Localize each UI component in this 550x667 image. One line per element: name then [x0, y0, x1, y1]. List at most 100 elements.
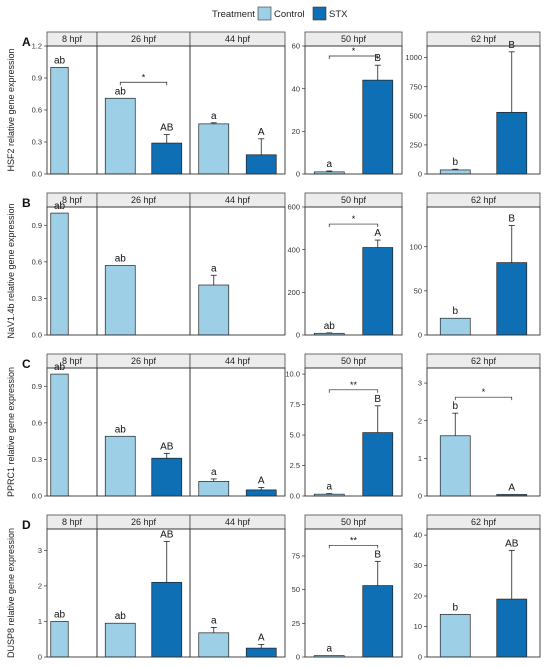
- y-tick-label: 2: [38, 581, 42, 590]
- y-tick-label: 20: [292, 127, 300, 136]
- panel-44-hpf: 44 hpf a A: [189, 514, 286, 658]
- facet-title: 50 hpf: [341, 517, 367, 527]
- significance-letter: a: [211, 111, 217, 122]
- facet-title: 26 hpf: [131, 195, 157, 205]
- bar-control: [198, 481, 230, 497]
- panel-8-hpf: 8 hpf 0.0 0.3 0.6 0.9 1.2 ab: [32, 31, 98, 179]
- significance-stars: *: [482, 387, 486, 397]
- significance-letter: a: [326, 644, 332, 655]
- significance-letter: AB: [160, 123, 174, 134]
- facet-title: 62 hpf: [471, 34, 497, 44]
- significance-letter: B: [508, 214, 515, 225]
- y-tick-label: 2.5: [290, 461, 300, 470]
- significance-letter: AB: [505, 538, 519, 549]
- facet-title: 50 hpf: [341, 195, 367, 205]
- facet-title: 44 hpf: [225, 195, 251, 205]
- row-a: A HSF2 relative gene expression 8 hpf 0.0 0.…: [6, 31, 541, 179]
- y-tick-label: 50: [292, 585, 300, 594]
- y-tick-label: 600: [287, 203, 300, 212]
- significance-letter: AB: [160, 441, 174, 452]
- panel-50-hpf: 50 hpf 0 25 50 75 a B **: [292, 514, 403, 662]
- row-letter: B: [22, 196, 31, 210]
- significance-stars: *: [352, 214, 356, 224]
- panel-frame: [426, 206, 541, 336]
- panel-62-hpf: 62 hpf 0 10 20 30 40 b AB: [414, 514, 541, 662]
- y-tick-label: 0: [296, 653, 300, 662]
- panel-frame: [426, 45, 541, 175]
- bar-stx: [151, 142, 183, 175]
- y-axis-label: NaV1.4b relative gene expression: [6, 203, 16, 338]
- facet-title: 62 hpf: [471, 517, 497, 527]
- legend-swatch-stx: [312, 6, 327, 21]
- bar-control: [198, 123, 230, 175]
- y-tick-label: 0.0: [32, 331, 42, 340]
- y-tick-label: 10.0: [285, 370, 300, 379]
- facet-title: 50 hpf: [341, 356, 367, 366]
- bar-control: [439, 169, 471, 175]
- bar-stx: [362, 432, 394, 497]
- y-tick-label: 3: [418, 379, 422, 388]
- facet-title: 8 hpf: [62, 517, 83, 527]
- y-tick-label: 0: [38, 653, 42, 662]
- significance-letter: A: [258, 633, 265, 644]
- significance-letter: ab: [324, 321, 336, 332]
- y-tick-label: 0.0: [32, 170, 42, 179]
- panel-44-hpf: 44 hpf a: [189, 192, 286, 336]
- bar-control: [50, 621, 69, 658]
- facet-title: 26 hpf: [131, 356, 157, 366]
- panel-44-hpf: 44 hpf a A: [189, 353, 286, 497]
- significance-stars: *: [352, 46, 356, 56]
- legend: Treatment Control STX: [212, 6, 348, 21]
- y-tick-label: 100: [409, 242, 422, 251]
- y-tick-label: 0.6: [32, 106, 42, 115]
- panel-26-hpf: 26 hpf ab AB: [96, 353, 191, 497]
- significance-letter: ab: [115, 611, 127, 622]
- y-tick-label: 1: [38, 617, 42, 626]
- facet-title: 44 hpf: [225, 34, 251, 44]
- y-tick-label: 0: [418, 170, 422, 179]
- row-letter: C: [22, 357, 31, 371]
- facet-title: 8 hpf: [62, 356, 83, 366]
- panel-26-hpf: 26 hpf ab: [96, 192, 191, 336]
- legend-label-stx: STX: [329, 9, 348, 20]
- y-tick-label: 0: [418, 331, 422, 340]
- significance-letter: a: [326, 482, 332, 493]
- facet-title: 44 hpf: [225, 517, 251, 527]
- facet-title: 62 hpf: [471, 356, 497, 366]
- panel-8-hpf: 8 hpf 0 1 2 3 ab: [38, 514, 98, 662]
- y-tick-label: 0.3: [32, 138, 42, 147]
- panel-50-hpf: 50 hpf 0.0 2.5 5.0 7.5 10.0 a B **: [285, 353, 403, 501]
- y-tick-label: 25: [292, 619, 300, 628]
- bar-stx: [245, 154, 277, 175]
- bar-control: [104, 265, 136, 336]
- y-tick-label: 0.9: [32, 382, 42, 391]
- y-tick-label: 2: [418, 416, 422, 425]
- significance-bracket: [454, 396, 513, 401]
- significance-letter: a: [211, 467, 217, 478]
- significance-stars: **: [350, 535, 358, 545]
- bar-stx: [151, 457, 183, 497]
- bar-control: [198, 284, 230, 336]
- bar-control: [439, 317, 471, 336]
- significance-letter: b: [452, 401, 458, 412]
- row-b: B NaV1.4b relative gene expression 8 hpf 0.…: [6, 192, 541, 340]
- significance-letter: b: [452, 602, 458, 613]
- y-tick-label: 1.2: [32, 42, 42, 51]
- significance-letter: ab: [54, 609, 66, 620]
- y-tick-label: 40: [292, 84, 300, 93]
- y-tick-label: 10: [414, 622, 422, 631]
- significance-letter: a: [211, 263, 217, 274]
- y-tick-label: 1: [418, 454, 422, 463]
- significance-letter: a: [326, 159, 332, 170]
- panel-frame: [189, 45, 286, 175]
- y-tick-label: 0: [418, 492, 422, 501]
- bar-stx: [496, 598, 528, 658]
- significance-letter: AB: [160, 529, 174, 540]
- significance-letter: a: [211, 615, 217, 626]
- bar-control: [104, 435, 136, 497]
- significance-letter: A: [258, 475, 265, 486]
- facet-title: 26 hpf: [131, 517, 157, 527]
